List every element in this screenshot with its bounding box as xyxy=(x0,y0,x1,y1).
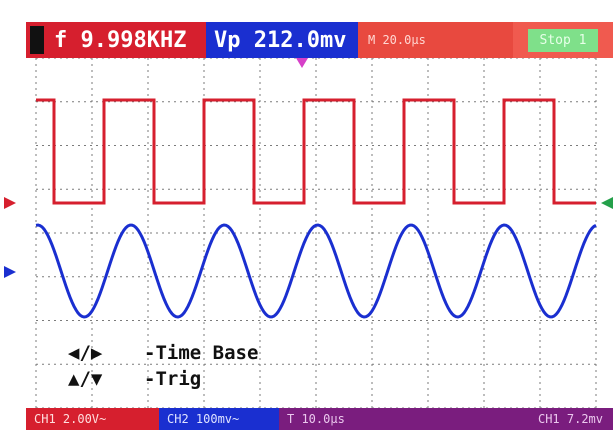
ch2-sine-wave xyxy=(35,223,597,319)
ch1-square-wave xyxy=(36,98,596,205)
top-status-bar: f 9.998KHZ Vp 212.0mv M 20.0µs Stop 1 xyxy=(26,22,613,58)
help-timebase-label: -Time Base xyxy=(144,342,259,364)
arrow-left-right-icon: ◀/▶ xyxy=(68,342,103,364)
ch2-scale: CH2 100mv~ xyxy=(159,408,279,430)
help-trig-label: -Trig xyxy=(144,368,202,390)
trigger-position-icon xyxy=(296,58,308,68)
frequency-value: f 9.998KHZ xyxy=(54,27,187,53)
trigger-level-marker-icon xyxy=(601,197,613,209)
peak-voltage-readout: Vp 212.0mv xyxy=(206,22,358,58)
bottom-status-bar: CH1 2.00V~ CH2 100mv~ T 10.0µs CH1 7.2mv xyxy=(26,408,613,430)
arrow-up-down-icon: ▲/▼ xyxy=(68,368,103,390)
ch2-level-marker-icon xyxy=(4,266,16,278)
trigger-info: T 10.0µs CH1 7.2mv xyxy=(279,408,613,430)
trigger-time: T 10.0µs xyxy=(287,412,345,426)
channel-marker-icon xyxy=(30,26,44,54)
waveform-display xyxy=(35,58,597,408)
ch1-scale: CH1 2.00V~ xyxy=(26,408,159,430)
trigger-level: CH1 7.2mv xyxy=(537,412,603,426)
oscilloscope-screen: f 9.998KHZ Vp 212.0mv M 20.0µs Stop 1 ◀/… xyxy=(26,22,613,430)
status-badge: Stop 1 xyxy=(527,28,599,52)
frequency-readout: f 9.998KHZ xyxy=(26,22,206,58)
ch1-level-marker-icon xyxy=(4,197,16,209)
run-status: Stop 1 xyxy=(513,22,613,58)
grid xyxy=(35,58,597,408)
help-text: ◀/▶ -Time Base ▲/▼ -Trig xyxy=(68,340,258,392)
timebase-readout: M 20.0µs xyxy=(358,22,513,58)
